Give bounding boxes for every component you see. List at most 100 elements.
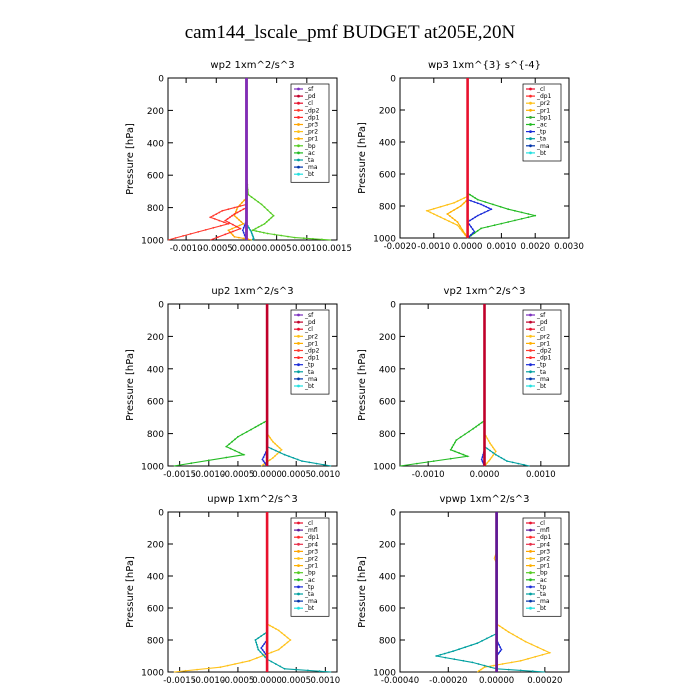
series-point-ta <box>279 665 282 668</box>
series-point-tp <box>476 202 479 205</box>
y-tick-label: 800 <box>147 204 164 214</box>
series-point-ta <box>251 234 254 237</box>
legend-marker <box>297 137 300 141</box>
y-tick-label: 600 <box>379 605 396 615</box>
legend-marker <box>529 342 532 345</box>
series-point-ta <box>486 637 488 640</box>
x-tick-label: -0.0010 <box>170 244 203 254</box>
series-point-bp <box>266 232 269 235</box>
legend-label: _dp1 <box>536 355 552 362</box>
series-point-pr2 <box>507 631 510 633</box>
series-point-tp <box>470 225 472 228</box>
legend-marker <box>529 528 532 532</box>
chart-panel-2: wp3 1xm^{3} s^{-4} 0 200 400 600 800 1000 Press… <box>357 60 584 252</box>
series-point-pr2 <box>456 200 459 203</box>
series-point-pr3 <box>235 210 237 213</box>
legend-label: _cl <box>304 520 313 527</box>
x-tick-label: 0.0010 <box>487 242 517 252</box>
series-point-pr2 <box>452 222 455 225</box>
series-point-pr3 <box>238 218 240 221</box>
chart-panel-5: upwp 1xm^2/s^3 0 200 400 600 800 1000 Pressure … <box>125 494 340 686</box>
y-tick-label: 800 <box>147 637 164 647</box>
x-tick-label: 0.0005 <box>262 244 292 254</box>
series-point-pr2 <box>520 638 523 641</box>
series-point-pr3 <box>241 201 243 204</box>
series-point-ta <box>471 661 474 664</box>
series-point-ac <box>474 197 477 199</box>
series-point-pr2 <box>480 668 482 671</box>
legend-marker <box>529 320 532 324</box>
series-point-pr2 <box>241 661 244 664</box>
y-tick-label: 1000 <box>141 669 164 679</box>
series-point-dp1 <box>232 223 234 226</box>
series-point-ac <box>452 444 455 446</box>
series-point-ac <box>480 421 483 424</box>
legend-label: _pd <box>536 319 548 326</box>
series-point-dp2 <box>222 221 225 224</box>
legend-marker <box>297 158 300 162</box>
legend-marker <box>297 334 300 338</box>
series-point-tp <box>471 228 474 231</box>
legend-marker <box>529 130 532 134</box>
series-point-pr1 <box>463 201 466 204</box>
legend-label: _ma <box>536 143 550 150</box>
chart-panel-4: vp2 1xm^2/s^3 0 200 400 600 800 1000 Pressure [… <box>357 286 570 480</box>
series-point-pr1 <box>464 233 466 235</box>
series-point-dp2 <box>233 206 236 209</box>
series-point-ta <box>307 669 309 672</box>
series-point-ta <box>489 449 491 452</box>
y-tick-label: 600 <box>147 398 164 408</box>
series-point-pr2 <box>276 444 279 447</box>
legend-label: _sf <box>304 86 314 93</box>
legend-marker <box>297 327 300 331</box>
y-axis-label: Pressure [hPa] <box>125 123 136 195</box>
series-point-ac <box>487 225 489 228</box>
y-tick-label: 0 <box>390 75 396 85</box>
legend-marker <box>529 137 532 141</box>
series-point-pr2 <box>269 624 271 627</box>
series-point-ta <box>439 653 442 656</box>
series-point-pr2 <box>527 657 529 660</box>
series-point-ta <box>506 460 508 462</box>
series-point-ta <box>494 453 497 456</box>
series-point-ta <box>481 639 483 642</box>
series-point-tp <box>469 219 471 222</box>
series-point-pr2 <box>536 646 539 649</box>
series-point-dp2 <box>215 213 218 216</box>
series-point-dp1 <box>224 219 227 222</box>
series-point-pr2 <box>548 651 551 654</box>
y-tick-label: 200 <box>379 541 396 551</box>
series-point-pr2 <box>501 627 504 629</box>
chart-panel-1: wp2 1xm^2/s^3 0 200 400 600 800 1000 Pressure [… <box>125 60 352 254</box>
series-point-pr1 <box>449 215 451 217</box>
series-point-bp <box>280 234 283 237</box>
y-tick-label: 200 <box>147 333 164 343</box>
series-point-ta <box>492 451 494 454</box>
series-point-pr2 <box>426 209 428 212</box>
series-point-ac <box>257 424 260 427</box>
series-point-ta <box>517 462 520 465</box>
series-point-ac <box>263 421 266 424</box>
series-point-ac <box>499 205 502 208</box>
legend-label: _ac <box>304 577 315 584</box>
series-point-pr3 <box>242 237 245 240</box>
series-point-pr2 <box>494 450 497 453</box>
legend-marker <box>297 535 300 539</box>
series-point-tp <box>487 209 489 212</box>
series-point-pr2 <box>270 651 273 654</box>
x-tick-label: -0.0015 <box>163 470 196 480</box>
y-tick-label: 400 <box>379 573 396 583</box>
legend-label: _mfl <box>536 527 550 534</box>
y-tick-label: 400 <box>379 365 396 375</box>
series-point-tp <box>261 645 264 647</box>
series-point-pr2 <box>490 456 493 459</box>
legend-marker <box>529 564 532 567</box>
series-point-dp2 <box>221 209 224 212</box>
legend-marker <box>297 172 300 176</box>
series-point-tp <box>485 205 488 208</box>
legend-marker <box>529 363 532 367</box>
y-axis-label: Pressure [hPa] <box>125 349 136 421</box>
legend-marker <box>529 377 532 381</box>
legend-marker <box>529 550 532 553</box>
series-point-ac <box>472 427 475 430</box>
